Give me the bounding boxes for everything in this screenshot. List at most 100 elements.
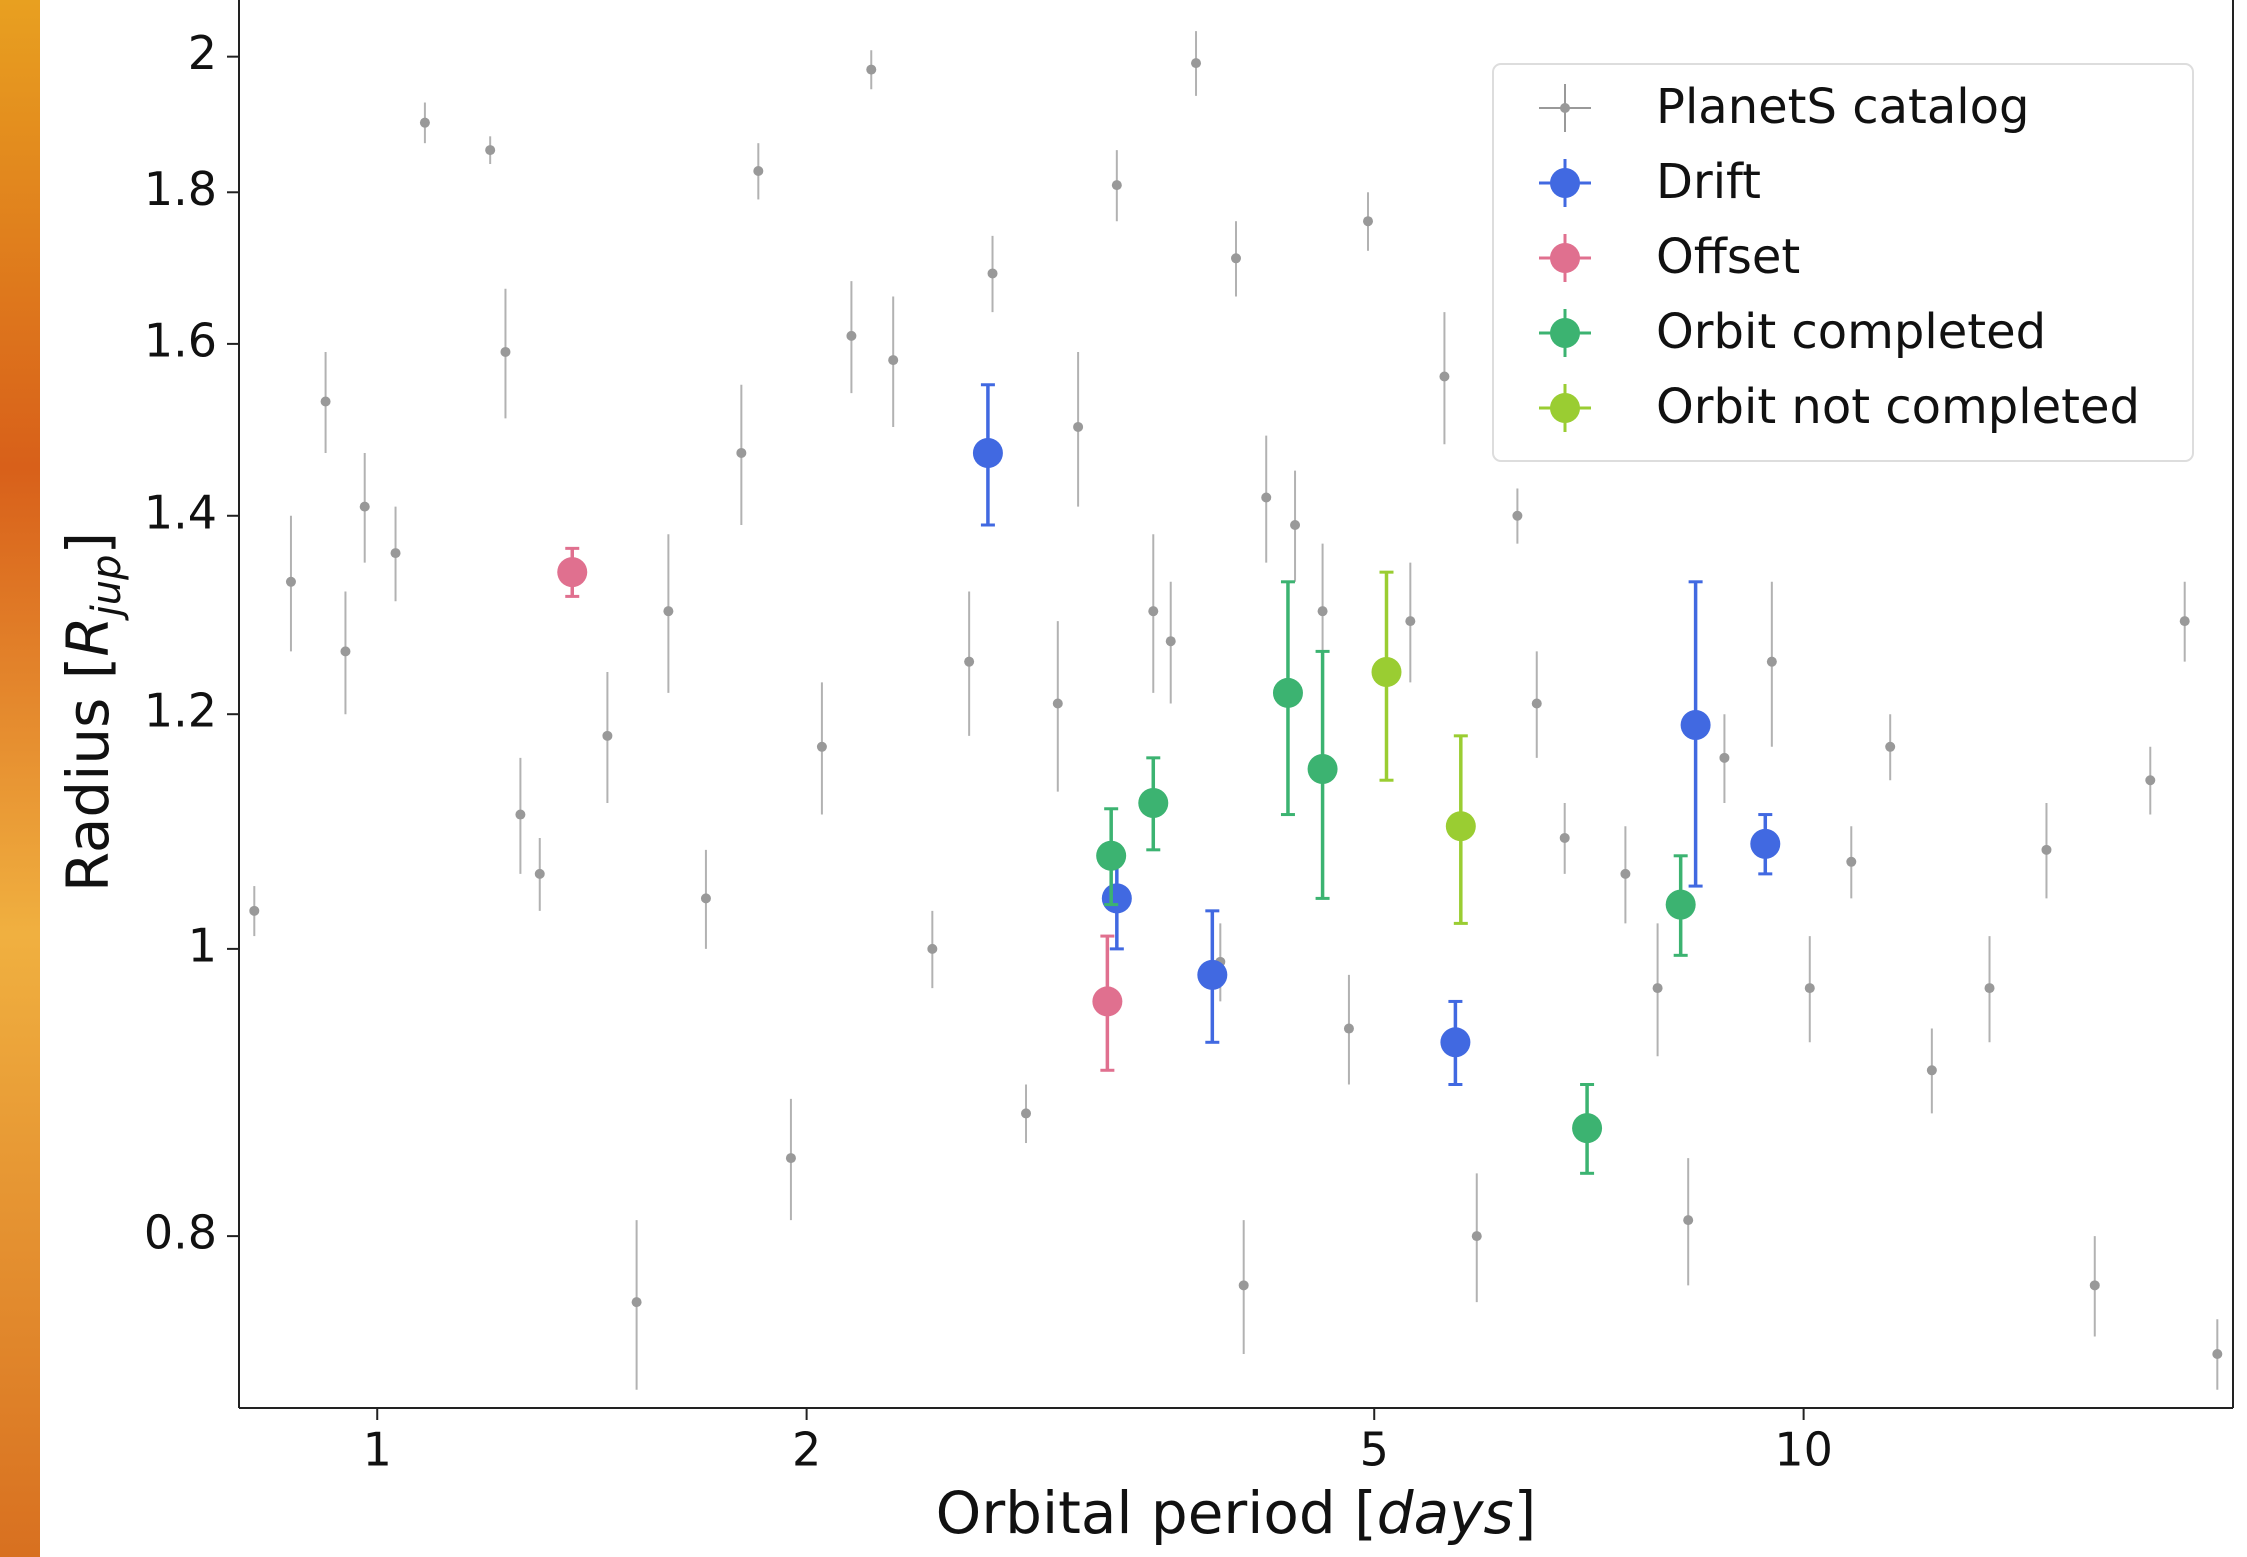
catalog-point bbox=[1719, 752, 1730, 763]
planet-point bbox=[1371, 656, 1402, 687]
catalog-point bbox=[888, 355, 899, 366]
legend-label: Drift bbox=[1656, 154, 1761, 210]
catalog-point bbox=[1148, 606, 1159, 617]
catalog-point bbox=[987, 268, 998, 279]
catalog-point bbox=[359, 501, 370, 512]
catalog-point bbox=[927, 943, 938, 954]
catalog-point bbox=[1021, 1108, 1032, 1119]
catalog-point bbox=[1111, 180, 1122, 191]
y-axis-label-part: ] bbox=[54, 532, 122, 555]
catalog-point bbox=[515, 809, 526, 820]
catalog-point bbox=[534, 868, 545, 879]
catalog-point bbox=[866, 64, 877, 75]
catalog-point bbox=[964, 656, 975, 667]
catalog-point bbox=[1471, 1231, 1482, 1242]
catalog-point bbox=[419, 117, 430, 128]
catalog-point bbox=[2145, 775, 2156, 786]
y-tick-label: 2 bbox=[188, 26, 217, 80]
catalog-point bbox=[602, 730, 613, 741]
legend-marker bbox=[1550, 393, 1580, 423]
catalog-point bbox=[663, 606, 674, 617]
legend-label: Offset bbox=[1656, 229, 1800, 285]
catalog-point bbox=[785, 1153, 796, 1164]
x-axis-label-part: Orbital period [ bbox=[936, 1479, 1377, 1547]
catalog-point bbox=[285, 576, 296, 587]
catalog-point bbox=[1343, 1023, 1354, 1034]
planet-point bbox=[1307, 753, 1338, 784]
legend-label: Orbit completed bbox=[1656, 304, 2046, 360]
legend-marker bbox=[1550, 243, 1580, 273]
catalog-point bbox=[2212, 1348, 2223, 1359]
catalog-point bbox=[340, 646, 351, 657]
catalog-point bbox=[1231, 253, 1241, 264]
catalog-point bbox=[485, 145, 496, 156]
catalog-point bbox=[1926, 1065, 1937, 1076]
catalog-point bbox=[1846, 856, 1857, 867]
y-tick-label: 0.8 bbox=[144, 1206, 217, 1260]
y-tick-label: 1.4 bbox=[144, 485, 217, 539]
y-axis-label-part: Radius [ bbox=[54, 657, 122, 893]
catalog-point bbox=[1317, 606, 1328, 617]
planet-point bbox=[972, 437, 1003, 468]
catalog-point bbox=[816, 741, 827, 752]
catalog-point bbox=[500, 346, 511, 357]
catalog-point bbox=[1191, 58, 1202, 69]
side-image bbox=[0, 0, 40, 1557]
catalog-point bbox=[1984, 983, 1995, 994]
catalog-point bbox=[1165, 636, 1176, 647]
catalog-point bbox=[1238, 1280, 1249, 1291]
catalog-point bbox=[1073, 421, 1084, 432]
catalog-point bbox=[390, 548, 401, 559]
legend-marker bbox=[1550, 318, 1580, 348]
catalog-point bbox=[320, 396, 331, 407]
planet-point bbox=[557, 557, 588, 588]
catalog-point bbox=[1439, 371, 1450, 382]
planet-point bbox=[1665, 889, 1696, 920]
y-tick-label: 1.6 bbox=[144, 313, 217, 367]
y-tick-label: 1.8 bbox=[144, 162, 217, 216]
catalog-point bbox=[1405, 616, 1416, 627]
legend-box bbox=[1492, 63, 2194, 462]
x-tick-label: 2 bbox=[792, 1423, 821, 1477]
planet-point bbox=[1101, 883, 1132, 914]
legend-label: PlanetS catalog bbox=[1656, 79, 2029, 135]
y-axis-label-part: jup bbox=[84, 554, 130, 621]
catalog-point bbox=[1559, 832, 1570, 843]
x-axis-label: Orbital period [days] bbox=[936, 1479, 1537, 1547]
catalog-point bbox=[1804, 983, 1815, 994]
planet-point bbox=[1272, 677, 1303, 708]
legend-marker bbox=[1550, 168, 1580, 198]
x-axis-label-part: days bbox=[1377, 1479, 1514, 1547]
y-tick-label: 1.2 bbox=[144, 684, 217, 738]
x-tick-label: 10 bbox=[1774, 1423, 1833, 1477]
catalog-point bbox=[1290, 520, 1301, 531]
planet-point bbox=[1445, 811, 1476, 842]
catalog-point bbox=[631, 1297, 642, 1308]
catalog-point bbox=[249, 905, 260, 916]
y-axis-label-part: R bbox=[54, 616, 122, 656]
catalog-point bbox=[2041, 844, 2052, 855]
catalog-point bbox=[1052, 698, 1063, 709]
catalog-point bbox=[1683, 1215, 1694, 1226]
catalog-point bbox=[1885, 741, 1896, 752]
catalog-point bbox=[2089, 1280, 2100, 1291]
catalog-point bbox=[1512, 510, 1523, 521]
catalog-point bbox=[736, 447, 747, 458]
catalog-point bbox=[1766, 656, 1777, 667]
catalog-point bbox=[1620, 868, 1631, 879]
legend-label: Orbit not completed bbox=[1656, 379, 2140, 435]
planet-point bbox=[1680, 709, 1711, 740]
planet-point bbox=[1750, 828, 1781, 859]
y-tick-label: 1 bbox=[188, 918, 217, 972]
y-axis-label: Radius [Rjup] bbox=[54, 532, 130, 892]
x-axis-label-part: ] bbox=[1514, 1479, 1537, 1547]
planet-point bbox=[1197, 959, 1228, 990]
catalog-point bbox=[1261, 492, 1272, 503]
catalog-point bbox=[1652, 983, 1663, 994]
planet-point bbox=[1092, 986, 1123, 1017]
plot-area: 0.8 1 1.2 1.4 1.6 1.8 2 1 2 5 10 Orbital period [da… bbox=[54, 0, 2234, 1547]
x-tick-label: 1 bbox=[363, 1423, 392, 1477]
planet-point bbox=[1096, 840, 1127, 871]
